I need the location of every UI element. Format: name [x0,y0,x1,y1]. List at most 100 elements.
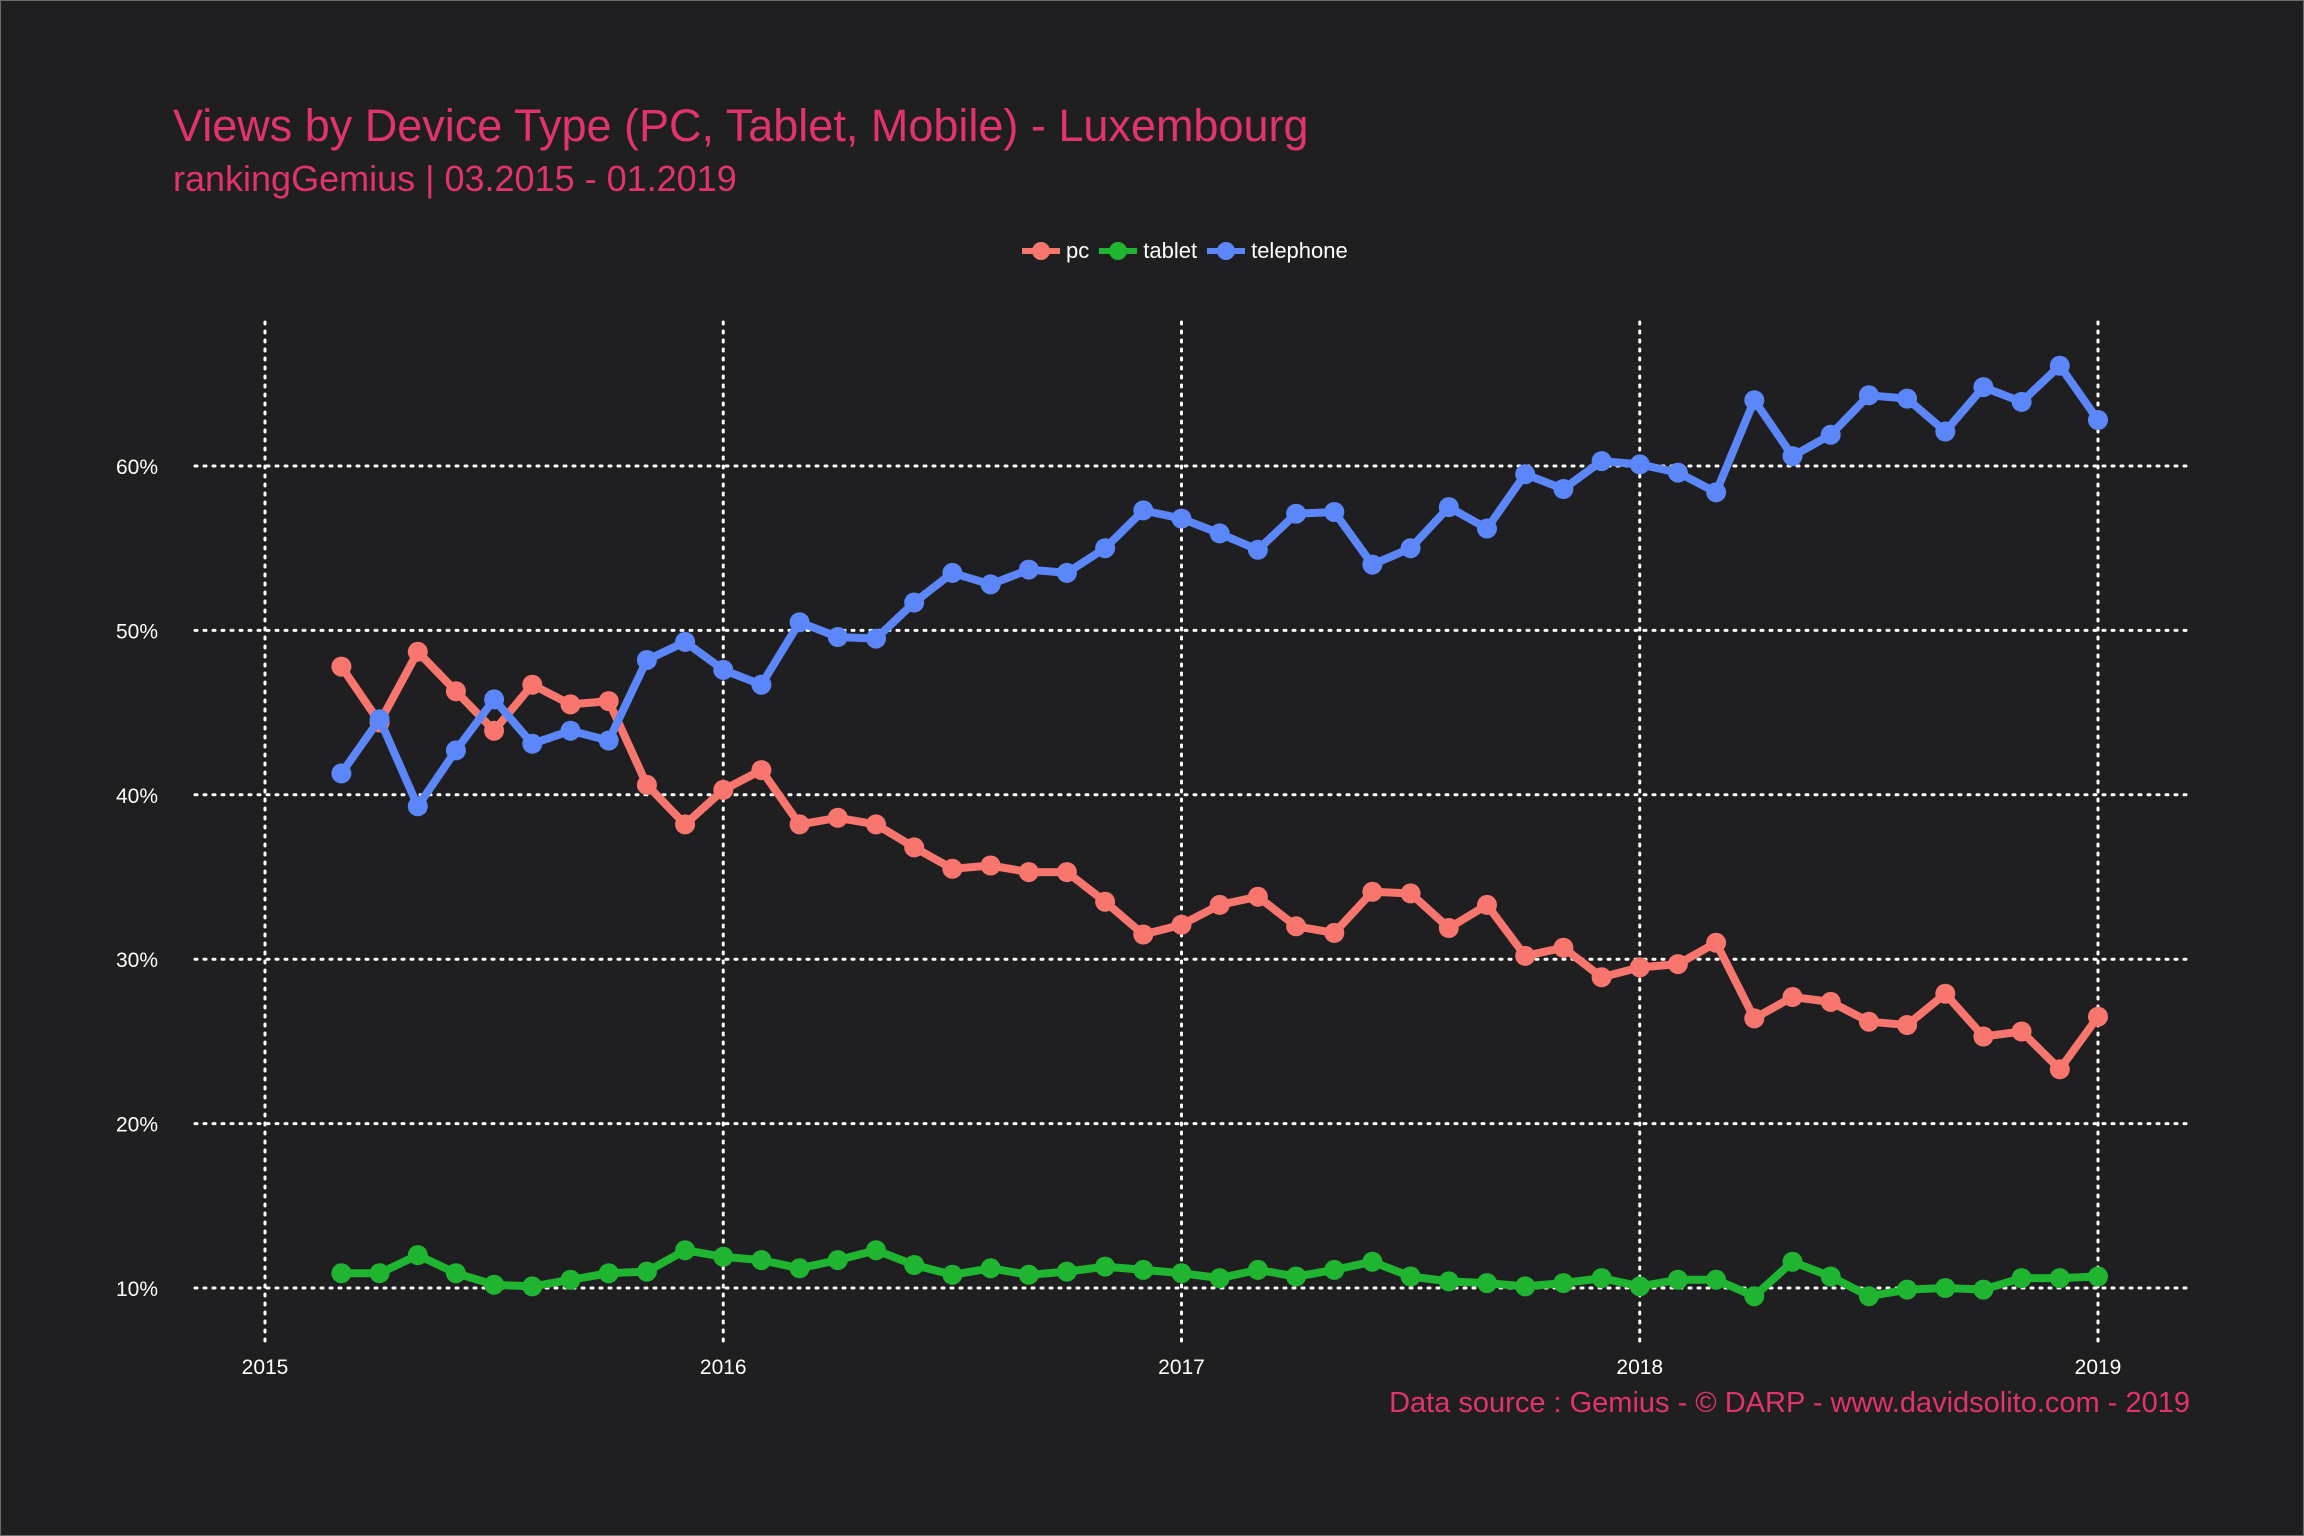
legend-item-pc: pc [1022,238,1089,264]
legend-key-tablet [1099,242,1138,260]
data-point-telephone [1858,385,1879,406]
data-point-telephone [2049,355,2070,376]
data-point-telephone [445,740,466,761]
data-point-telephone [331,763,352,784]
data-point-telephone [1171,508,1192,529]
y-tick-label: 20% [116,1114,158,1137]
data-point-telephone [1095,538,1116,559]
data-point-tablet [1247,1259,1268,1280]
data-point-telephone [2088,410,2108,430]
data-point-pc [636,774,657,795]
data-point-pc [1171,914,1192,935]
data-point-telephone [1515,464,1536,485]
data-point-telephone [1782,446,1803,467]
data-point-telephone [1629,454,1650,475]
data-point-tablet [560,1269,581,1290]
x-tick-label: 2017 [1158,1356,1205,1379]
data-point-tablet [675,1240,696,1261]
data-point-tablet [1591,1268,1612,1289]
data-point-pc [1897,1015,1918,1035]
data-point-pc [1706,932,1727,953]
data-point-tablet [1973,1279,1994,1300]
data-point-tablet [1056,1261,1077,1282]
data-point-pc [1515,945,1536,966]
data-point-tablet [1209,1268,1230,1289]
data-point-pc [1477,894,1497,915]
data-point-pc [1209,894,1230,915]
x-tick-label: 2019 [2075,1356,2122,1379]
data-point-tablet [636,1261,657,1282]
data-point-tablet [1858,1286,1879,1307]
data-point-tablet [1629,1276,1650,1297]
data-point-pc [827,807,848,828]
data-point-tablet [369,1263,390,1284]
data-point-pc [1591,967,1612,988]
data-point-tablet [1897,1279,1918,1300]
data-point-tablet [1133,1259,1154,1280]
data-point-pc [1362,881,1383,902]
data-point-telephone [866,628,886,649]
data-point-tablet [1935,1278,1956,1298]
data-point-tablet [866,1240,886,1261]
x-tick-labels: 2015 2016 2017 2018 2019 [242,1356,2122,1379]
data-point-telephone [789,612,810,633]
legend-key-pc [1022,242,1060,260]
data-point-pc [1820,991,1841,1012]
data-point-tablet [942,1264,963,1285]
data-point-tablet [751,1250,772,1271]
data-point-pc [1438,918,1459,938]
data-point-telephone [980,574,1001,595]
data-point-telephone [1438,497,1459,518]
data-point-telephone [713,659,734,680]
chart-subtitle: rankingGemius | 03.2015 - 01.2019 [173,158,737,199]
data-point-pc [522,674,543,695]
data-point-pc [1782,987,1803,1007]
data-point-tablet [713,1246,734,1267]
chart-title: Views by Device Type (PC, Tablet, Mobile… [173,100,1309,151]
data-point-telephone [1820,424,1841,445]
data-point-pc [1744,1008,1765,1029]
data-point-telephone [636,650,657,670]
data-point-tablet [2049,1268,2070,1289]
x-tick-label: 2018 [1616,1356,1663,1379]
data-point-telephone [369,709,390,730]
data-point-tablet [484,1274,505,1295]
data-point-tablet [1553,1273,1574,1294]
data-point-tablet [1171,1263,1192,1284]
data-point-telephone [1400,538,1421,559]
data-point-tablet [1667,1269,1688,1290]
data-point-pc [1858,1011,1879,1032]
data-point-telephone [1667,462,1688,483]
chart-legend: pc tablet telephone [1022,238,1348,264]
data-point-tablet [1515,1276,1536,1297]
x-tick-label: 2016 [700,1356,747,1379]
data-point-pc [1400,883,1421,904]
data-point-pc [1018,862,1039,883]
data-point-telephone [560,720,581,741]
data-point-telephone [904,592,925,613]
data-point-pc [407,641,428,662]
data-point-telephone [2011,391,2032,412]
data-point-telephone [1247,539,1268,560]
data-point-telephone [1591,451,1612,472]
data-point-pc [331,656,352,677]
data-point-telephone [1973,377,1994,398]
data-point-pc [942,858,963,879]
data-point-tablet [1324,1259,1345,1280]
data-point-telephone [1056,562,1077,583]
data-point-pc [866,814,886,835]
data-point-tablet [2088,1266,2108,1287]
data-point-telephone [675,631,696,652]
data-point-tablet [407,1245,428,1266]
data-point-pc [2049,1059,2070,1080]
data-point-tablet [2011,1268,2032,1289]
data-point-pc [980,855,1001,876]
data-point-telephone [1935,421,1956,442]
data-point-tablet [1095,1256,1116,1277]
data-point-pc [484,720,505,741]
data-point-pc [904,837,925,858]
y-tick-label: 60% [116,456,158,479]
data-point-tablet [522,1276,543,1297]
data-point-pc [751,760,772,781]
